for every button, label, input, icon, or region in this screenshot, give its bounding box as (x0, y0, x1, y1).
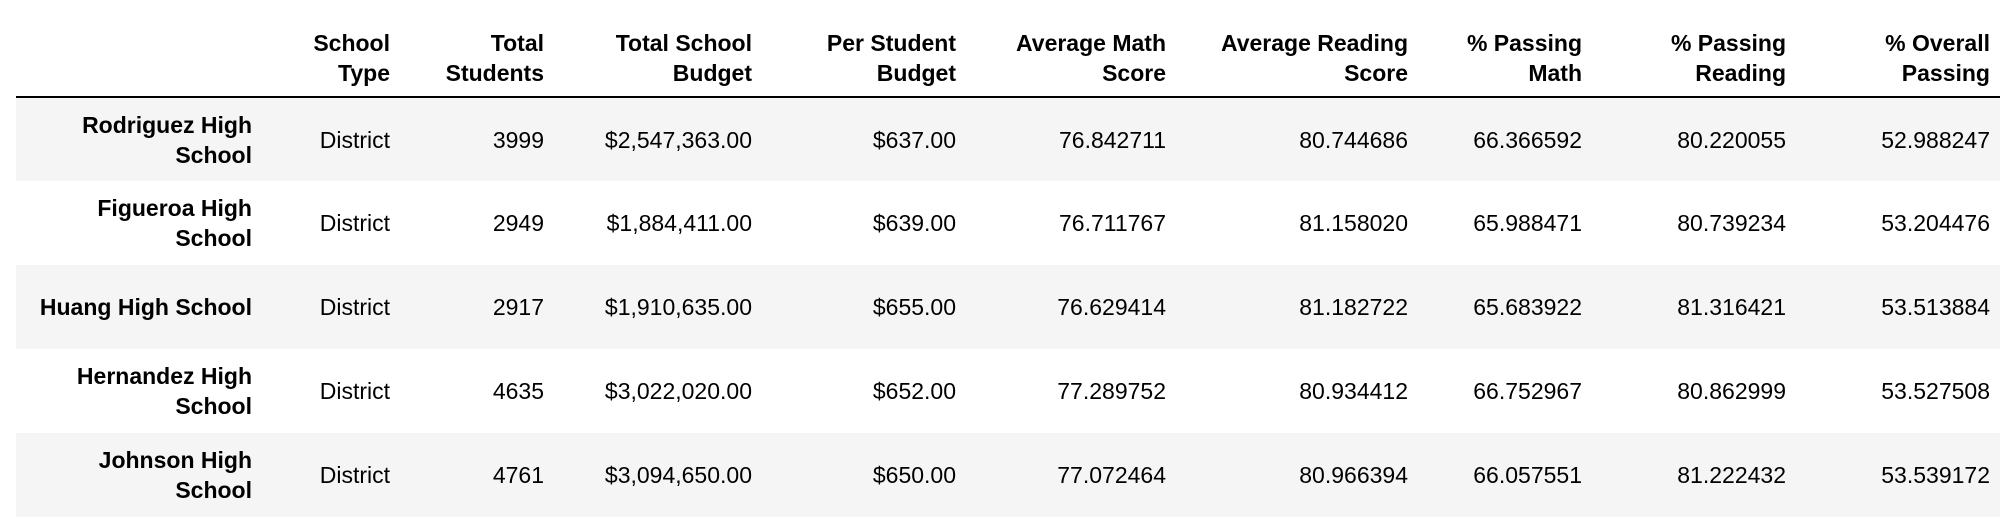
header-row: School Type Total Students Total School … (16, 26, 2000, 98)
cell-total-students: 2949 (492, 210, 544, 236)
cell-total-students: 3999 (492, 126, 544, 153)
cell-total-students: 2917 (492, 294, 544, 320)
column-header-total-school-budget: Total School Budget (554, 26, 762, 98)
cell-overall-passing: 53.539172 (1881, 462, 1990, 488)
school-summary-table: School Type Total Students Total School … (16, 26, 2000, 517)
row-index-label: Figueroa High School (97, 195, 252, 251)
cell-passing-reading: 80.739234 (1677, 210, 1786, 236)
cell-average-reading-score: 80.934412 (1299, 378, 1408, 404)
cell-per-student-budget: $655.00 (872, 294, 956, 320)
cell-passing-reading: 81.222432 (1677, 462, 1786, 488)
cell-per-student-budget: $639.00 (872, 210, 956, 236)
column-header-overall-passing: % Overall Passing (1796, 26, 2000, 98)
cell-overall-passing: 53.513884 (1881, 294, 1990, 320)
cell-passing-math: 65.988471 (1473, 210, 1582, 236)
row-index-label: Johnson High School (98, 447, 252, 503)
cell-overall-passing: 53.204476 (1881, 210, 1990, 236)
cell-total-school-budget: $3,022,020.00 (604, 378, 752, 404)
column-header-total-students: Total Students (400, 26, 554, 98)
cell-average-math-score: 76.711767 (1058, 210, 1166, 236)
cell-passing-reading: 80.220055 (1677, 126, 1786, 153)
cell-average-reading-score: 80.744686 (1299, 126, 1408, 153)
index-header (16, 26, 262, 98)
cell-school-type: District (319, 378, 390, 404)
cell-total-students: 4635 (492, 378, 544, 404)
table-row: Hernandez High School District 4635 $3,0… (16, 349, 2000, 433)
row-index-label: Huang High School (39, 294, 252, 320)
table-row: Rodriguez High School District 3999 $2,5… (16, 97, 2000, 181)
cell-passing-math: 66.366592 (1473, 126, 1582, 153)
cell-per-student-budget: $637.00 (872, 126, 956, 153)
column-header-passing-reading: % Passing Reading (1592, 26, 1796, 98)
table-header: School Type Total Students Total School … (16, 26, 2000, 98)
cell-passing-math: 66.752967 (1473, 378, 1582, 404)
cell-passing-reading: 80.862999 (1677, 378, 1786, 404)
cell-overall-passing: 52.988247 (1881, 126, 1990, 153)
dataframe-output: School Type Total Students Total School … (16, 26, 2000, 517)
cell-average-reading-score: 81.182722 (1299, 294, 1408, 320)
cell-average-reading-score: 80.966394 (1299, 462, 1408, 488)
row-index-label: Rodriguez High School (82, 111, 252, 168)
column-header-school-type: School Type (262, 26, 400, 98)
table-row: Johnson High School District 4761 $3,094… (16, 433, 2000, 517)
cell-passing-math: 66.057551 (1473, 462, 1582, 488)
cell-total-school-budget: $2,547,363.00 (604, 126, 752, 153)
cell-school-type: District (319, 210, 390, 236)
cell-school-type: District (319, 126, 390, 153)
table-row: Huang High School District 2917 $1,910,6… (16, 265, 2000, 349)
cell-school-type: District (319, 462, 390, 488)
cell-overall-passing: 53.527508 (1881, 378, 1990, 404)
cell-school-type: District (319, 294, 390, 320)
column-header-average-math-score: Average Math Score (966, 26, 1176, 98)
cell-average-math-score: 76.629414 (1057, 294, 1166, 320)
cell-passing-math: 65.683922 (1473, 294, 1582, 320)
row-index-label: Hernandez High School (76, 363, 252, 419)
cell-passing-reading: 81.316421 (1677, 294, 1786, 320)
column-header-average-reading-score: Average Reading Score (1176, 26, 1418, 98)
cell-total-school-budget: $1,910,635.00 (604, 294, 752, 320)
cell-total-school-budget: $1,884,411.00 (606, 210, 752, 236)
table-body: Rodriguez High School District 3999 $2,5… (16, 97, 2000, 517)
cell-average-math-score: 77.072464 (1057, 462, 1166, 488)
cell-per-student-budget: $652.00 (872, 378, 956, 404)
column-header-per-student-budget: Per Student Budget (762, 26, 966, 98)
cell-average-math-score: 76.842711 (1058, 126, 1166, 153)
cell-per-student-budget: $650.00 (872, 462, 956, 488)
table-row: Figueroa High School District 2949 $1,88… (16, 181, 2000, 265)
cell-average-math-score: 77.289752 (1057, 378, 1166, 404)
column-header-passing-math: % Passing Math (1418, 26, 1592, 98)
cell-total-school-budget: $3,094,650.00 (604, 462, 752, 488)
cell-total-students: 4761 (492, 462, 544, 488)
cell-average-reading-score: 81.158020 (1299, 210, 1408, 236)
